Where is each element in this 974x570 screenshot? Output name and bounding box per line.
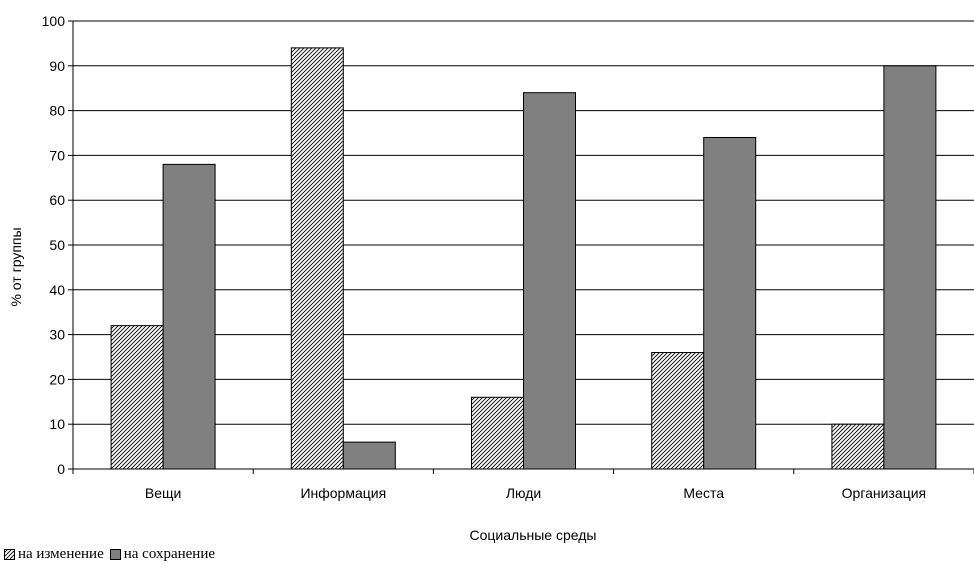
y-tick-label: 30 <box>49 327 65 343</box>
legend-label-keep: на сохранение <box>123 545 216 562</box>
legend-item-keep: на сохранение <box>109 545 216 563</box>
legend-label-change: на изменение <box>18 545 104 562</box>
bar-change <box>471 396 524 470</box>
bar-keep <box>883 65 937 470</box>
x-tick-label: Информация <box>300 485 386 501</box>
bar-change <box>110 325 164 470</box>
x-tick-label: Организация <box>842 485 926 501</box>
bar-keep <box>162 163 216 470</box>
hatch-swatch-icon <box>4 548 15 560</box>
y-tick-label: 100 <box>42 13 66 29</box>
y-tick-label: 80 <box>49 103 65 119</box>
bar-change <box>831 423 885 470</box>
x-tick-label: Места <box>683 485 724 501</box>
bar-change <box>651 352 705 470</box>
tick-labels: 0 10 20 30 40 50 60 70 80 90 100 Вещи Информация Люди… <box>42 13 926 501</box>
y-tick-label: 50 <box>49 237 65 253</box>
y-tick-label: 90 <box>49 58 65 74</box>
solid-swatch-icon <box>109 548 121 560</box>
y-tick-label: 20 <box>49 371 65 387</box>
y-axis-title: % от группы <box>8 227 24 306</box>
legend: на изменение на сохранение <box>4 544 221 564</box>
axes <box>68 20 974 474</box>
bar-keep <box>523 92 576 470</box>
y-tick-label: 40 <box>49 282 65 298</box>
y-tick-label: 0 <box>57 461 65 477</box>
x-tick-label: Люди <box>506 485 541 501</box>
y-tick-label: 70 <box>49 147 65 163</box>
y-tick-label: 60 <box>49 192 65 208</box>
x-tick-label: Вещи <box>145 485 181 501</box>
bar-keep <box>703 136 757 470</box>
bar-change <box>290 47 344 470</box>
x-axis-title: Социальные среды <box>470 527 597 543</box>
y-tick-label: 10 <box>49 416 65 432</box>
legend-item-change: на изменение <box>4 546 104 563</box>
bar-keep <box>342 441 396 470</box>
